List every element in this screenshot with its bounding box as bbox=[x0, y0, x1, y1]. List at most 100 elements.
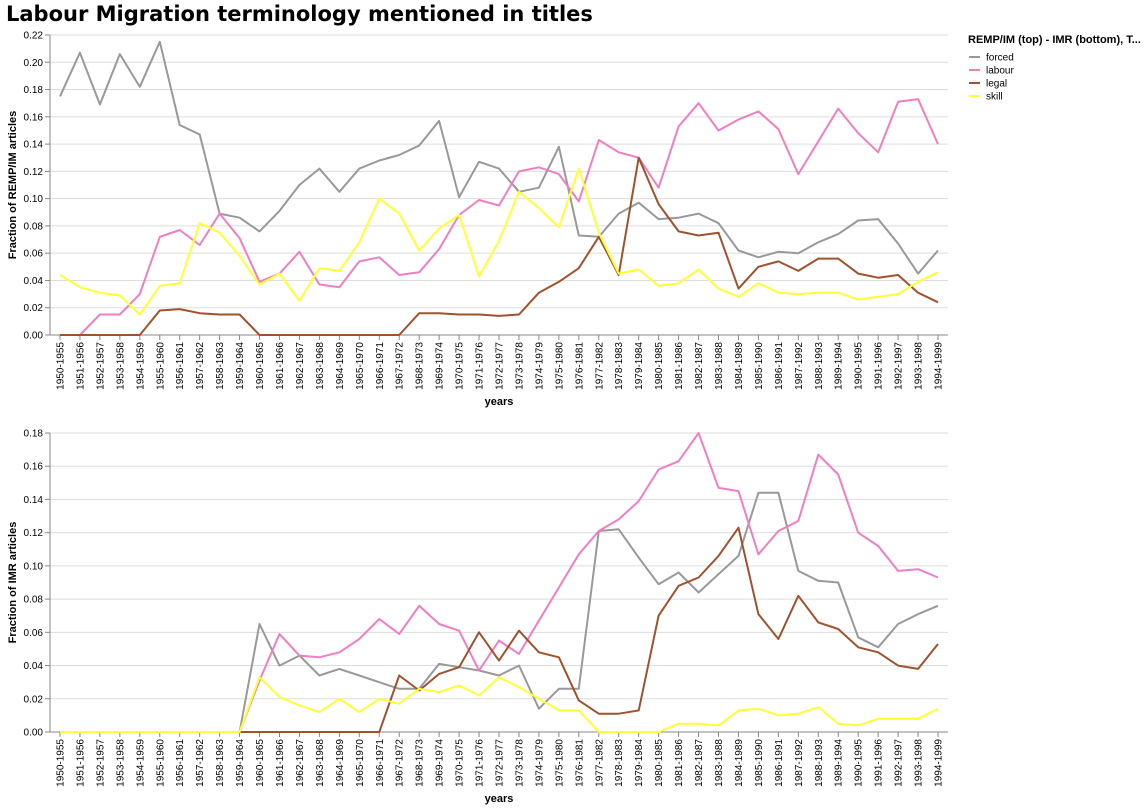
x-tick-label: 1964-1969 bbox=[335, 739, 346, 787]
x-tick-label: 1956-1961 bbox=[175, 739, 186, 787]
x-tick-label: 1974-1979 bbox=[534, 342, 545, 390]
x-tick-label: 1952-1957 bbox=[95, 342, 106, 390]
x-tick-label: 1990-1995 bbox=[854, 739, 865, 787]
y-tick-label: 0.08 bbox=[24, 221, 44, 232]
y-tick-label: 0.14 bbox=[24, 140, 44, 151]
x-tick-label: 1965-1970 bbox=[355, 739, 366, 787]
x-tick-label: 1989-1994 bbox=[834, 739, 845, 787]
x-tick-label: 1973-1978 bbox=[514, 342, 525, 390]
y-tick-label: 0.18 bbox=[24, 429, 44, 440]
x-tick-label: 1984-1989 bbox=[734, 739, 745, 787]
x-tick-label: 1994-1999 bbox=[934, 739, 945, 787]
x-tick-label: 1970-1975 bbox=[455, 739, 466, 787]
x-tick-label: 1989-1994 bbox=[834, 342, 845, 390]
x-tick-label: 1994-1999 bbox=[934, 342, 945, 390]
series-line-legal bbox=[60, 156, 939, 336]
x-tick-label: 1963-1968 bbox=[315, 342, 326, 390]
x-tick-label: 1959-1964 bbox=[235, 739, 246, 787]
x-tick-label: 1988-1993 bbox=[814, 739, 825, 787]
x-tick-label: 1960-1965 bbox=[255, 342, 266, 390]
x-tick-label: 1950-1955 bbox=[55, 342, 66, 390]
legend-title: REMP/IM (top) - IMR (bottom), T... bbox=[968, 34, 1141, 46]
x-axis-title: years bbox=[485, 793, 514, 805]
x-tick-label: 1983-1988 bbox=[714, 739, 725, 787]
y-tick-label: 0.12 bbox=[24, 528, 44, 539]
series-line-labour bbox=[60, 98, 939, 336]
x-tick-label: 1981-1986 bbox=[674, 739, 685, 787]
y-tick-label: 0.16 bbox=[24, 112, 44, 123]
x-tick-label: 1965-1970 bbox=[355, 342, 366, 390]
x-tick-label: 1986-1991 bbox=[774, 739, 785, 787]
x-tick-label: 1985-1990 bbox=[754, 739, 765, 787]
x-tick-label: 1951-1956 bbox=[75, 342, 86, 390]
y-tick-label: 0.00 bbox=[24, 331, 44, 342]
y-tick-label: 0.04 bbox=[24, 661, 44, 672]
x-tick-label: 1964-1969 bbox=[335, 342, 346, 390]
x-tick-label: 1975-1980 bbox=[554, 342, 565, 390]
x-tick-label: 1954-1959 bbox=[135, 342, 146, 390]
x-tick-label: 1976-1981 bbox=[574, 342, 585, 390]
x-tick-label: 1987-1992 bbox=[794, 342, 805, 390]
x-tick-label: 1966-1971 bbox=[375, 342, 386, 390]
x-tick-label: 1978-1983 bbox=[614, 342, 625, 390]
legend: REMP/IM (top) - IMR (bottom), T... forced… bbox=[968, 34, 1141, 103]
x-tick-label: 1952-1957 bbox=[95, 739, 106, 787]
series-line-legal bbox=[60, 526, 939, 733]
y-tick-label: 0.02 bbox=[24, 694, 44, 705]
x-tick-label: 1968-1973 bbox=[415, 342, 426, 390]
x-tick-label: 1992-1997 bbox=[894, 739, 905, 787]
x-tick-label: 1972-1977 bbox=[495, 739, 506, 787]
x-tick-label: 1975-1980 bbox=[554, 739, 565, 787]
y-tick-label: 0.04 bbox=[24, 276, 44, 287]
x-tick-label: 1961-1966 bbox=[275, 342, 286, 390]
legend-label-forced: forced bbox=[986, 53, 1014, 64]
x-tick-label: 1978-1983 bbox=[614, 739, 625, 787]
x-tick-label: 1954-1959 bbox=[135, 739, 146, 787]
x-tick-label: 1983-1988 bbox=[714, 342, 725, 390]
x-tick-label: 1967-1972 bbox=[395, 739, 406, 787]
x-tick-label: 1961-1966 bbox=[275, 739, 286, 787]
legend-label-skill: skill bbox=[986, 92, 1003, 103]
y-tick-label: 0.10 bbox=[24, 194, 44, 205]
x-tick-label: 1962-1967 bbox=[295, 739, 306, 787]
x-tick-label: 1981-1986 bbox=[674, 342, 685, 390]
x-tick-label: 1982-1987 bbox=[694, 739, 705, 787]
y-tick-label: 0.22 bbox=[24, 31, 44, 42]
x-tick-label: 1988-1993 bbox=[814, 342, 825, 390]
y-tick-label: 0.08 bbox=[24, 595, 44, 606]
y-tick-label: 0.00 bbox=[24, 728, 44, 739]
y-tick-label: 0.02 bbox=[24, 303, 44, 314]
y-tick-label: 0.20 bbox=[24, 58, 44, 69]
x-tick-label: 1957-1962 bbox=[195, 342, 206, 390]
chart-title: Labour Migration terminology mentioned i… bbox=[6, 2, 593, 26]
top-panel: 0.00 0.02 0.04 0.06 0.08 0.10 0.12 0.14 0.16 0.18… bbox=[7, 31, 948, 408]
legend-label-labour: labour bbox=[986, 66, 1014, 77]
x-tick-label: 1980-1985 bbox=[654, 342, 665, 390]
x-tick-label: 1950-1955 bbox=[55, 739, 66, 787]
x-tick-label: 1979-1984 bbox=[634, 739, 645, 787]
x-tick-label: 1963-1968 bbox=[315, 739, 326, 787]
x-tick-label: 1991-1996 bbox=[874, 342, 885, 390]
series-line-forced bbox=[60, 491, 939, 733]
bottom-panel: 0.00 0.02 0.04 0.06 0.08 0.10 0.12 0.14 0.16 0.18… bbox=[7, 429, 948, 805]
x-tick-label: 1985-1990 bbox=[754, 342, 765, 390]
x-tick-label: 1990-1995 bbox=[854, 342, 865, 390]
x-tick-label: 1993-1998 bbox=[914, 342, 925, 390]
x-tick-label: 1992-1997 bbox=[894, 342, 905, 390]
x-tick-label: 1976-1981 bbox=[574, 739, 585, 787]
x-tick-label: 1953-1958 bbox=[115, 342, 126, 390]
series-line-skill bbox=[60, 676, 939, 733]
y-axis-title: Fraction of IMR articles bbox=[7, 522, 19, 644]
y-axis-title: Fraction of REMP/IM articles bbox=[7, 111, 19, 260]
x-tick-label: 1958-1963 bbox=[215, 342, 226, 390]
y-tick-label: 0.06 bbox=[24, 628, 44, 639]
x-tick-label: 1977-1982 bbox=[594, 739, 605, 787]
x-tick-label: 1987-1992 bbox=[794, 739, 805, 787]
x-tick-label: 1959-1964 bbox=[235, 342, 246, 390]
x-tick-label: 1980-1985 bbox=[654, 739, 665, 787]
x-tick-label: 1953-1958 bbox=[115, 739, 126, 787]
x-tick-label: 1955-1960 bbox=[155, 342, 166, 390]
y-tick-label: 0.06 bbox=[24, 249, 44, 260]
x-tick-label: 1956-1961 bbox=[175, 342, 186, 390]
